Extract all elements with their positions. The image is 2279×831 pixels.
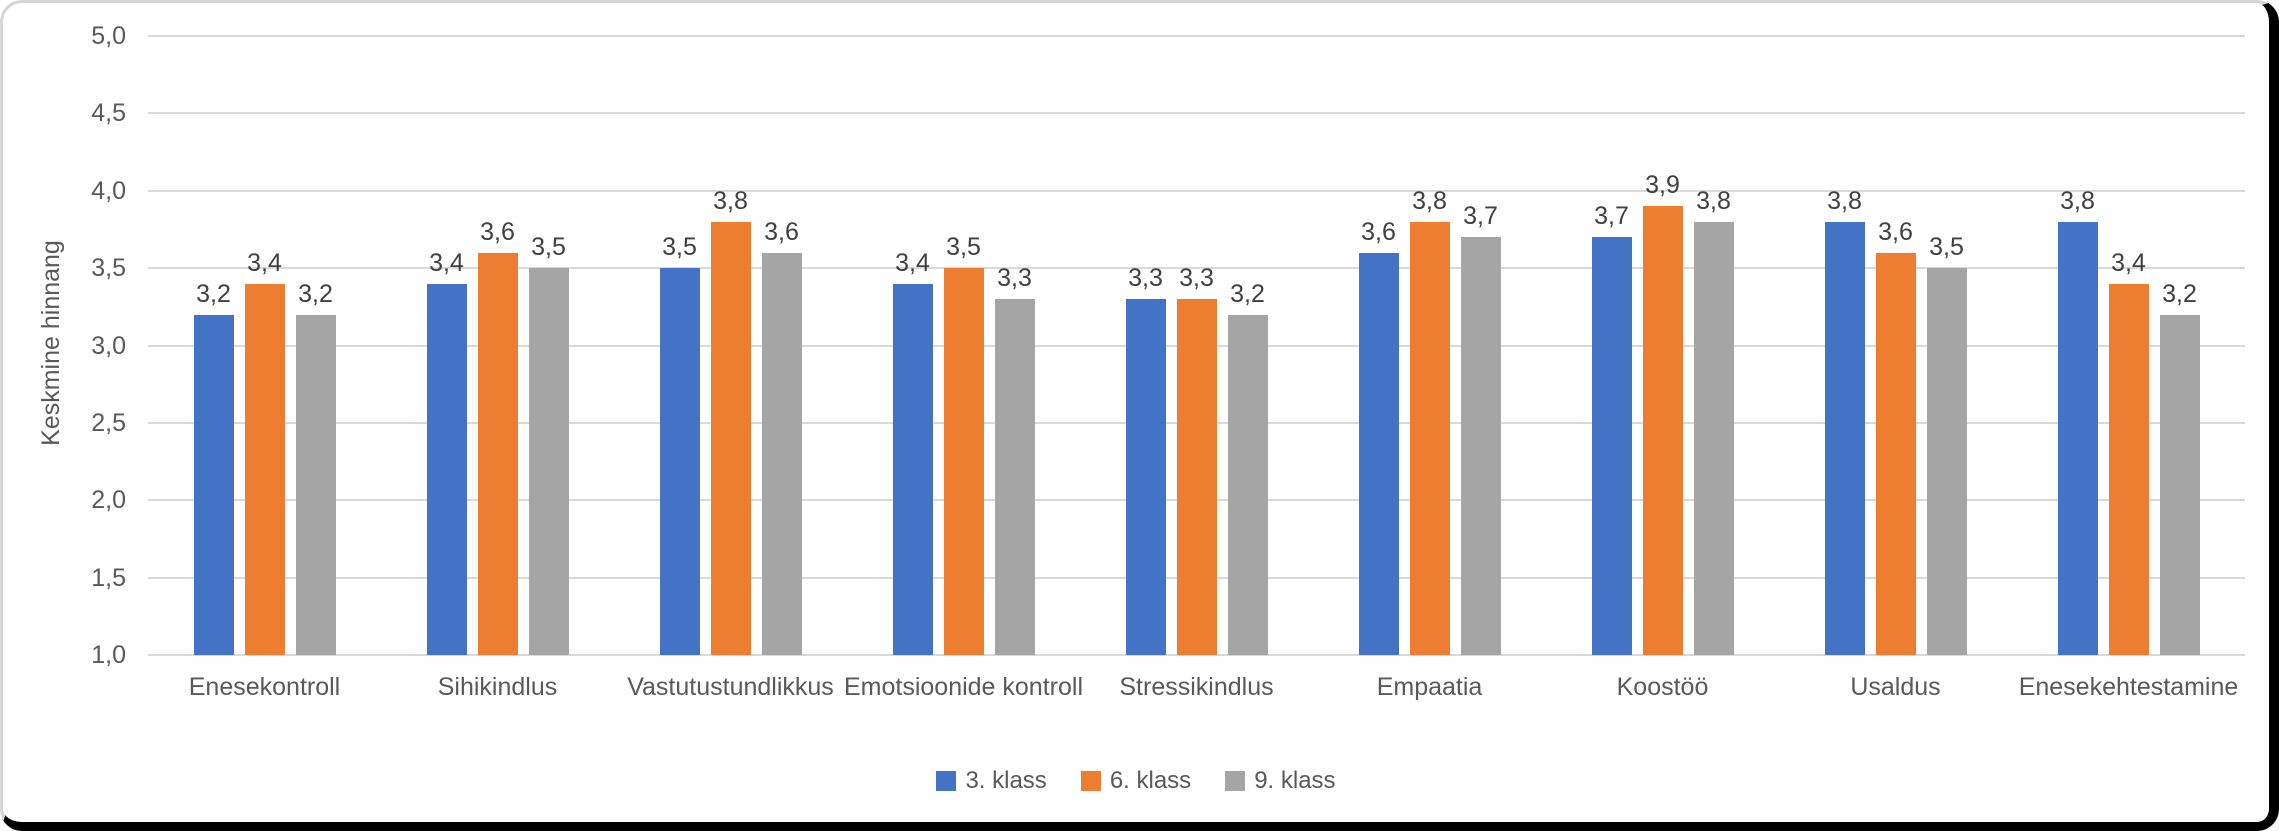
bar-data-label: 3,8: [1696, 186, 1731, 215]
bar: [1409, 221, 1450, 655]
bar: [1693, 221, 1734, 655]
bar: [193, 314, 234, 655]
bar-data-label: 3,2: [1230, 279, 1265, 308]
legend-label: 3. klass: [965, 767, 1047, 794]
bar: [761, 252, 802, 655]
bar-data-label: 3,5: [1929, 233, 1964, 262]
y-tick-label: 3,0: [91, 331, 126, 360]
x-category-label: Usaldus: [1850, 673, 1941, 701]
bar: [528, 268, 569, 655]
bar-data-label: 3,6: [764, 217, 799, 246]
gridline: [148, 654, 2245, 656]
legend-color-swatch: [1080, 771, 1101, 791]
x-category-label: Empaatia: [1376, 673, 1483, 701]
bar: [1875, 252, 1916, 655]
bar-data-label: 3,4: [429, 248, 464, 277]
bar: [295, 314, 336, 655]
legend-color-swatch: [1225, 771, 1246, 791]
legend-item: 3. klass: [936, 767, 1047, 795]
x-category-label: Vastutustundlikkus: [627, 673, 834, 701]
bar: [1460, 237, 1501, 655]
bar: [659, 268, 700, 655]
bar-data-label: 3,4: [247, 248, 282, 277]
y-tick-label: 3,5: [91, 254, 126, 283]
bar: [1642, 206, 1683, 655]
legend-label: 9. klass: [1254, 767, 1336, 794]
gridline: [148, 112, 2245, 115]
bar: [1591, 237, 1632, 655]
bar: [1358, 252, 1399, 655]
bar: [1125, 299, 1166, 655]
bar-data-label: 3,6: [1361, 217, 1396, 246]
bar-data-label: 3,4: [895, 248, 930, 277]
y-tick-label: 1,5: [91, 563, 126, 592]
x-category-label: Enesekontroll: [188, 673, 341, 701]
legend-label: 6. klass: [1109, 767, 1192, 794]
bar-data-label: 3,9: [1645, 171, 1680, 200]
bar: [994, 299, 1035, 655]
y-tick-label: 4,5: [91, 99, 126, 128]
bar-data-label: 3,3: [997, 264, 1032, 293]
bar-data-label: 3,5: [662, 233, 697, 262]
x-category-label: Koostöö: [1616, 673, 1709, 701]
bar-data-label: 3,4: [2111, 248, 2146, 277]
bar-data-label: 3,8: [1827, 186, 1862, 215]
gridline: [148, 35, 2245, 37]
bar-data-label: 3,2: [298, 279, 333, 308]
bar: [1176, 299, 1217, 655]
x-category-label: Stressikindlus: [1119, 673, 1274, 701]
bar-data-label: 3,5: [531, 233, 566, 262]
bar: [1227, 314, 1268, 655]
bar-data-label: 3,2: [196, 279, 231, 308]
bar: [426, 283, 467, 655]
y-tick-label: 1,0: [91, 641, 126, 669]
bar-data-label: 3,7: [1463, 202, 1498, 231]
bar: [2108, 283, 2149, 655]
bar: [2159, 314, 2200, 655]
y-tick-label: 5,0: [91, 22, 126, 50]
x-category-label: Enesekehtestamine: [2018, 673, 2239, 701]
bar: [710, 221, 751, 655]
legend-item: 9. klass: [1225, 767, 1336, 795]
bar: [943, 268, 984, 655]
bar-data-label: 3,8: [1412, 186, 1447, 215]
bar-data-label: 3,2: [2162, 279, 2197, 308]
y-tick-label: 2,5: [91, 408, 126, 437]
gridline: [148, 189, 2245, 192]
legend-color-swatch: [936, 771, 957, 791]
bar-data-label: 3,3: [1128, 264, 1163, 293]
legend-item: 6. klass: [1080, 767, 1192, 795]
y-tick-label: 2,0: [91, 486, 126, 515]
bar-data-label: 3,6: [1878, 217, 1913, 246]
bar: [2057, 221, 2098, 655]
x-category-label: Emotsioonide kontroll: [843, 673, 1083, 701]
bar-data-label: 3,7: [1594, 202, 1629, 231]
bar-data-label: 3,8: [2060, 186, 2095, 215]
bar-data-label: 3,3: [1179, 264, 1214, 293]
legend: 3. klass 6. klass 9. klass: [3, 767, 2269, 795]
x-category-label: Sihikindlus: [437, 673, 558, 701]
bar-data-label: 3,6: [480, 217, 515, 246]
y-tick-label: 4,0: [91, 176, 126, 205]
bar: [1824, 221, 1865, 655]
bar: [1926, 268, 1967, 655]
bar: [892, 283, 933, 655]
bar: [477, 252, 518, 655]
bar-data-label: 3,5: [946, 233, 981, 262]
bar-data-label: 3,8: [713, 186, 748, 215]
gridline: [148, 267, 2245, 270]
bar: [244, 283, 285, 655]
